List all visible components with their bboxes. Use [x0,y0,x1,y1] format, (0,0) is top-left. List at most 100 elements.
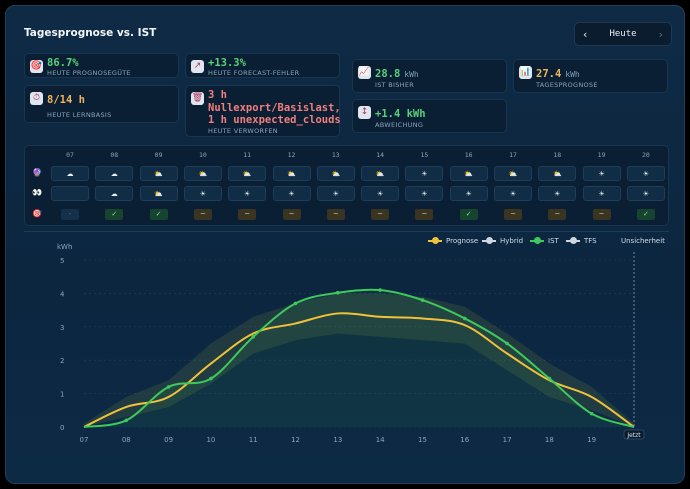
trash-icon: 🗑 [191,92,204,105]
weather-glyph: ☀ [598,170,605,178]
kpi-value: 27.4 kWh [536,68,580,80]
actual-weather-cell: ☀ [272,186,311,201]
kpi-value-line: Nullexport/Basislast, [208,101,341,114]
y-tick-label: 3 [60,324,64,332]
x-tick-label: 15 [418,436,427,444]
ist-area [84,289,634,427]
forecast-weather-cell: ⛅ [494,166,532,181]
kpi-number: 86.7% [47,57,79,69]
legend-item[interactable]: Unsicherheit [621,237,665,245]
actual-weather-cell: ☀ [538,186,577,201]
kpi-label: TAGESPROGNOSE [536,81,598,89]
prev-day-button[interactable]: ‹ [583,27,588,41]
forecast-weather-cell: ☁ [51,166,89,181]
uncertainty-band [84,293,634,427]
actual-weather-cell [51,186,89,201]
series-line-ist [83,288,635,428]
x-tick-label: 07 [80,436,89,444]
weather-glyph: ☁ [66,170,74,178]
legend-label: Prognose [446,237,479,245]
kpi-number: 27.4 [536,68,562,80]
weather-glyph: ☀ [421,170,428,178]
actual-weather-cell: ☀ [449,186,488,201]
legend-item[interactable]: Prognose [428,237,478,245]
weather-glyph: ⛅ [375,170,385,178]
match-status-chip: ✓ [105,209,124,220]
actual-weather-cell: ☀ [494,186,532,201]
series-line-prognose [83,312,635,428]
forecast-weather-cell: ☁ [95,166,134,181]
x-tick-label: 17 [503,436,512,444]
forecast-weather-cell: ⛅ [538,166,577,181]
chart-up-icon: 📈 [358,66,371,79]
actual-weather-cell: ☀ [582,186,621,201]
weather-glyph: ⛅ [242,170,252,178]
kpi-label: HEUTE VERWORFEN [208,127,278,135]
data-point [166,385,171,389]
weather-glyph: ☀ [199,190,207,198]
data-point [547,376,552,381]
data-point [124,418,129,423]
day-navigator: ‹ Heute › [574,22,672,46]
data-point [505,341,509,346]
weather-glyph: ☀ [598,190,605,198]
kpi-value: 28.8 kWh [375,68,419,80]
weather-glyph: ⛅ [331,170,341,178]
kpi-label: HEUTE LERNBASIS [47,111,112,119]
match-status-chip: ~ [371,209,390,220]
kpi-value-line: 3 h [208,89,227,101]
y-tick-label: 2 [60,357,64,365]
stopwatch-icon: ⏱ [30,92,43,105]
match-status-chip: ~ [592,209,611,220]
kpi-label: HEUTE PROGNOSEGÜTE [47,69,131,77]
weather-hour: 17 [509,151,517,159]
weather-glyph: ☀ [509,190,517,198]
weather-glyph: ☁ [110,190,118,198]
y-axis-label: kWh [57,243,72,251]
kpi-label: ABWEICHUNG [375,121,424,129]
divider [24,231,669,232]
weather-glyph: ☀ [332,190,339,198]
actual-weather-cell: ☀ [183,186,222,201]
data-point [251,335,256,339]
legend-item[interactable]: TFS [566,237,597,245]
x-tick-label: 08 [122,436,131,444]
match-status-chip: - [61,209,79,220]
target-icon: 🎯 [30,60,43,73]
weather-hour: 16 [464,151,473,159]
y-tick-label: 0 [60,424,64,432]
forecast-weather-cell: ⛅ [272,166,311,181]
weather-hour: 09 [154,151,163,159]
weather-glyph: ☀ [421,190,428,198]
crystal-icon: 🔮 [32,168,42,177]
kpi-unit: kWh [404,70,419,79]
y-tick-label: 5 [60,257,64,265]
kpi-prognoseguete: 🎯 86.7% HEUTE PROGNOSEGÜTE [24,53,179,78]
kpi-number: +13.3% [208,57,246,69]
kpi-label: IST BISHER [375,81,415,89]
data-point [336,290,340,295]
day-label[interactable]: Heute [609,29,637,39]
eyes-icon: 👀 [32,188,42,197]
match-status-chip: ✓ [636,209,655,220]
legend-item[interactable]: Hybrid [482,237,523,245]
weather-hour: 18 [553,151,562,159]
kpi-verworfen: 🗑 3 h Nullexport/Basislast, 1 h unexpected_… [185,85,341,137]
x-tick-label: 12 [291,436,300,444]
kpi-value-line: 1 h unexpected_clouds [208,114,341,126]
x-tick-label: 19 [587,436,596,444]
target-icon: 🎯 [32,209,42,218]
kpi-number: 8/14 h [47,94,85,106]
weather-glyph: ☀ [288,190,295,198]
next-day-button[interactable]: › [658,27,663,41]
data-point [378,288,382,292]
legend-item[interactable]: IST [530,237,559,245]
x-tick-label: 16 [460,436,469,444]
weather-glyph: ☀ [465,190,472,198]
arrow-up-right-icon: ↗ [191,60,204,73]
legend-marker [428,237,442,244]
kpi-value: 8/14 h [47,94,85,106]
forecast-weather-cell: ☀ [582,166,621,181]
weather-grid: 07 08 09 10 11 12 13 14 15 16 17 18 19 20 🔮 👀 🎯 ☁ ☁ ⛅ ⛅ ⛅ ⛅ ⛅ ⛅ ☀… [24,145,669,226]
weather-glyph: ☀ [244,190,251,198]
